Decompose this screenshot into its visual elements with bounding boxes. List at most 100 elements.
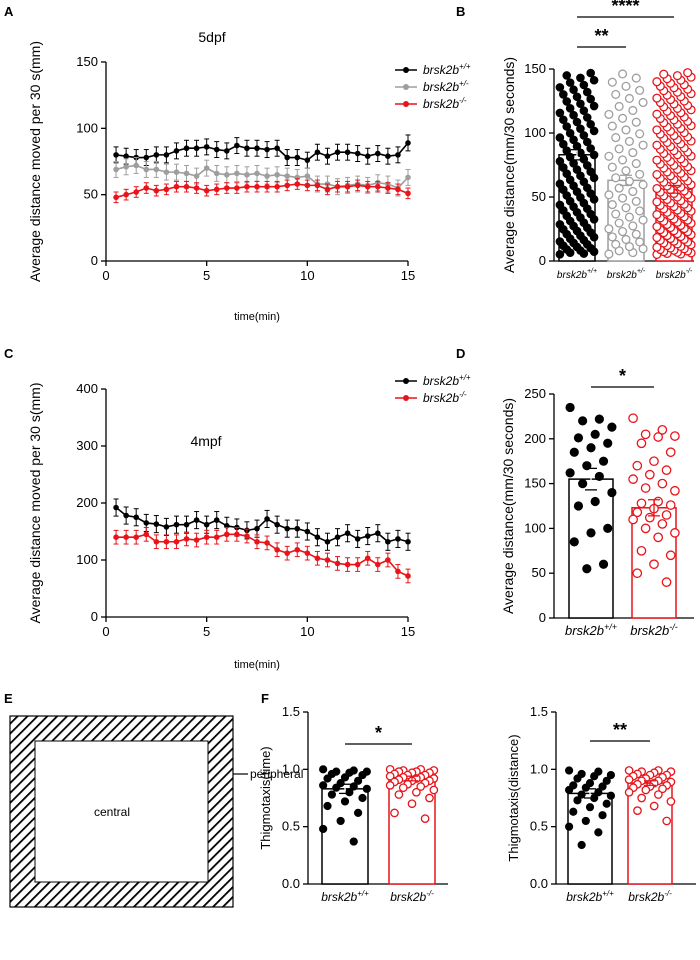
data-point [213, 186, 220, 193]
data-point [203, 144, 210, 150]
data-point [153, 521, 160, 527]
data-point [631, 196, 641, 206]
x-tick-label: 0 [102, 624, 109, 639]
data-point [304, 182, 311, 189]
data-point [324, 538, 331, 545]
data-point [133, 162, 139, 169]
data-point [573, 501, 584, 511]
y-tick-label: 0.0 [530, 876, 548, 891]
data-point [395, 186, 401, 193]
data-point [323, 774, 332, 783]
data-point [628, 105, 638, 115]
data-point [657, 478, 668, 489]
data-point [133, 514, 139, 521]
data-point [611, 239, 621, 249]
data-point [594, 828, 603, 837]
data-point [354, 561, 361, 568]
data-point [581, 783, 590, 792]
data-point [203, 521, 210, 528]
data-point [637, 793, 646, 803]
y-axis-title: Average distance moved per 30 s(mm) [27, 41, 43, 282]
data-point [133, 534, 139, 540]
data-point [632, 568, 643, 579]
data-point [582, 564, 592, 574]
data-point [614, 218, 624, 228]
data-point [143, 531, 150, 538]
chart-title: 4mpf [190, 433, 221, 449]
y-tick-label: 50 [532, 189, 546, 204]
data-point [569, 110, 578, 120]
data-point [193, 537, 200, 543]
data-point [274, 145, 280, 152]
data-point [153, 538, 160, 545]
data-point [582, 113, 592, 122]
data-point [661, 577, 672, 588]
data-point [405, 190, 411, 197]
data-point [385, 153, 391, 159]
data-point [314, 182, 321, 189]
data-point [624, 93, 634, 104]
x-category-label: brsk2b+/+ [321, 889, 369, 904]
panel-letter-b: B [456, 4, 465, 19]
y-tick-label: 0.5 [282, 819, 300, 834]
series-line [115, 142, 409, 162]
data-point [143, 185, 150, 191]
data-point [234, 185, 240, 191]
data-point [578, 478, 588, 489]
chart-4mpf-line: 0 100 200 300 400 0 5 10 15 4mpf time(min) Average … [27, 373, 471, 671]
data-point [594, 471, 604, 482]
data-point [644, 469, 655, 480]
x-tick-label: 10 [300, 624, 314, 639]
data-point [670, 485, 680, 496]
data-point [579, 80, 589, 90]
data-point [602, 799, 611, 808]
y-tick-label: 50 [532, 565, 546, 580]
data-point [638, 180, 648, 190]
data-point [586, 144, 595, 153]
data-point [604, 151, 614, 161]
data-point [163, 186, 170, 193]
data-point [581, 816, 590, 826]
data-point [569, 537, 579, 547]
series-line [115, 164, 409, 189]
bar [627, 782, 673, 885]
legend-label: brsk2b-/- [423, 96, 467, 111]
data-point [653, 532, 664, 543]
data-point [244, 171, 250, 178]
data-point [143, 520, 150, 526]
data-point [364, 533, 371, 539]
data-point [173, 538, 180, 545]
data-point [358, 793, 367, 803]
data-point [319, 781, 328, 790]
data-point [621, 125, 631, 135]
data-point [638, 215, 648, 225]
x-category-label: brsk2b+/+ [566, 889, 614, 904]
legend-label: brsk2b+/+ [423, 373, 471, 388]
x-category-label: brsk2b-/- [390, 889, 434, 904]
data-point [153, 166, 160, 173]
data-point [628, 186, 638, 197]
data-point [264, 183, 270, 190]
data-point [193, 173, 200, 179]
y-tick-label: 200 [524, 431, 546, 446]
data-point [618, 113, 628, 123]
data-point [628, 514, 638, 525]
y-tick-label: 100 [76, 120, 98, 135]
y-tick-label: 400 [76, 381, 98, 396]
data-point [213, 146, 220, 153]
data-point [123, 512, 129, 519]
x-category-label: brsk2b-/- [656, 268, 693, 281]
data-point [349, 837, 358, 846]
data-point [607, 422, 617, 432]
data-point [621, 234, 631, 245]
data-point [395, 536, 401, 542]
arena-central-label: central [94, 805, 130, 819]
data-point [577, 790, 586, 799]
data-point [631, 229, 641, 239]
data-point [652, 140, 662, 150]
data-point [340, 797, 350, 806]
data-point [590, 429, 600, 439]
data-point [395, 152, 401, 158]
panel-letter-f: F [261, 691, 269, 706]
significance-stars: ** [613, 720, 627, 740]
